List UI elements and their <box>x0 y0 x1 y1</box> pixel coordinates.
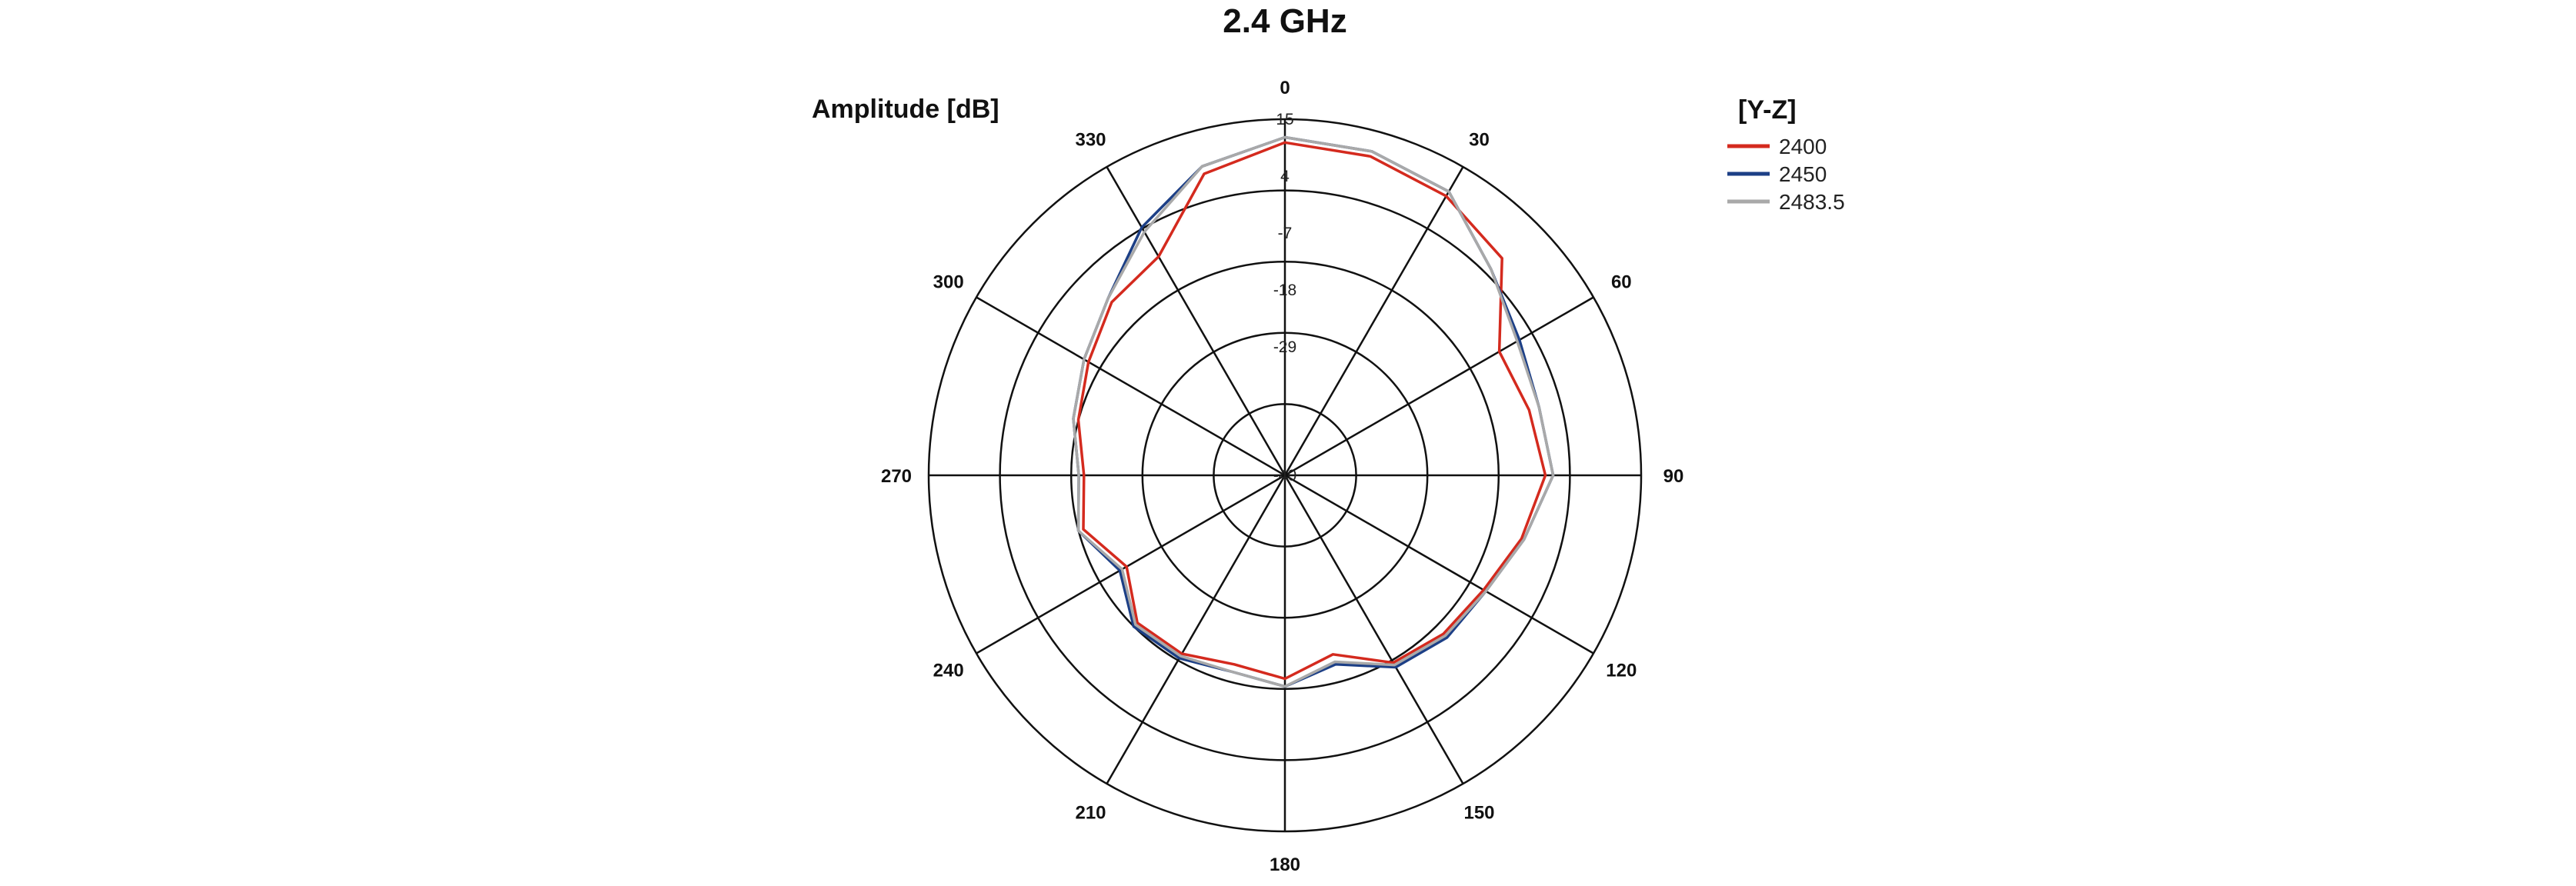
angle-tick-90: 90 <box>1663 466 1684 487</box>
legend: [Y-Z] 2400 2450 2483.5 <box>1727 95 1845 214</box>
angular-gridlines <box>929 119 1641 831</box>
angle-tick-labels: 0 30 60 90 120 150 180 210 240 270 300 330 <box>881 78 1683 875</box>
radial-tick-15: 15 <box>1276 111 1293 128</box>
chart-title: 2.4 GHz <box>1223 2 1346 40</box>
radial-tick--29: -29 <box>1273 338 1296 356</box>
angle-tick-30: 30 <box>1469 130 1490 151</box>
angle-tick-0: 0 <box>1280 78 1290 98</box>
angle-tick-120: 120 <box>1606 661 1637 681</box>
angle-tick-150: 150 <box>1463 802 1494 823</box>
legend-label-2483.5: 2483.5 <box>1779 190 1845 214</box>
angle-tick-270: 270 <box>881 466 912 487</box>
radial-tick--40: -40 <box>1273 467 1296 485</box>
radial-tick-4: 4 <box>1280 168 1290 185</box>
spoke-150 <box>1106 166 1464 784</box>
radial-tick--18: -18 <box>1273 281 1296 299</box>
legend-items: 2400 2450 2483.5 <box>1727 135 1845 214</box>
trace-2400 <box>1076 141 1547 681</box>
angle-tick-300: 300 <box>933 272 964 293</box>
trace-2483.5 <box>1072 135 1555 688</box>
angle-tick-210: 210 <box>1075 802 1106 823</box>
angle-tick-240: 240 <box>933 661 964 681</box>
trace-2450 <box>1072 135 1555 688</box>
angle-tick-60: 60 <box>1611 272 1632 293</box>
legend-label-2400: 2400 <box>1779 135 1827 158</box>
radial-tick-labels: -40 -29 -18 -7 4 15 <box>1273 111 1296 485</box>
series-traces <box>1072 135 1555 688</box>
legend-label-2450: 2450 <box>1779 162 1827 186</box>
angle-tick-330: 330 <box>1075 130 1106 151</box>
legend-title: [Y-Z] <box>1738 95 1797 125</box>
angle-tick-180: 180 <box>1270 854 1300 875</box>
radial-axis-label: Amplitude [dB] <box>812 95 999 124</box>
radial-tick--7: -7 <box>1278 225 1293 242</box>
